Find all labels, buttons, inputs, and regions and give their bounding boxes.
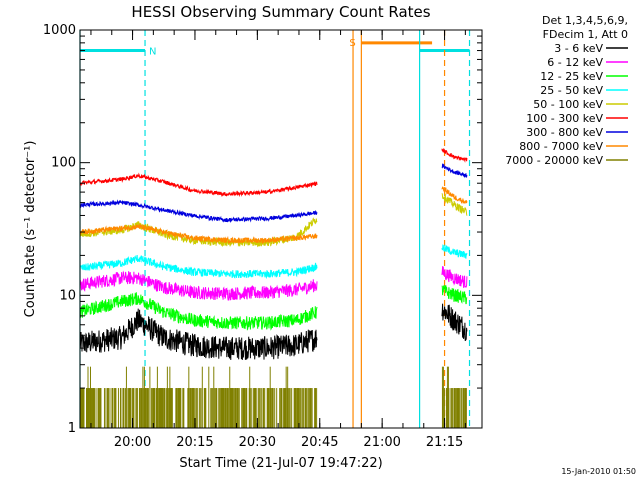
legend-header: FDecim 1, Att 0 (543, 28, 628, 41)
series-line (441, 285, 468, 305)
legend-entry-label: 7000 - 20000 keV (505, 154, 603, 167)
series-line (79, 308, 318, 360)
legend-entry-label: 6 - 12 keV (547, 56, 603, 69)
series-line (441, 303, 468, 341)
timestamp: 15-Jan-2010 01:50 (561, 467, 636, 476)
series-line (79, 270, 318, 301)
legend-header: Det 1,3,4,5,6,9, (542, 14, 628, 27)
saa-flag-label: S (349, 38, 355, 49)
legend-entry-label: 100 - 300 keV (526, 112, 603, 125)
series-line (79, 292, 318, 331)
legend: Det 1,3,4,5,6,9,FDecim 1, Att 03 - 6 keV… (505, 14, 628, 167)
night-flag-label: N (149, 47, 156, 58)
x-tick-label: 21:00 (363, 435, 400, 450)
legend-entry-label: 50 - 100 keV (533, 98, 603, 111)
series-line (79, 172, 318, 198)
plot-frame (79, 29, 483, 429)
x-axis: 20:00 20:15 20:30 20:45 21:00 21:15 (90, 30, 466, 450)
series-line (441, 244, 468, 259)
x-tick-label: 20:30 (239, 435, 276, 450)
series-line (79, 254, 318, 280)
legend-entry-label: 800 - 7000 keV (519, 140, 603, 153)
series-7000-20000-kev (79, 366, 467, 428)
series-6-12-kev (79, 266, 468, 301)
series-800-7000-kev (79, 186, 468, 245)
series-100-300-kev (79, 147, 468, 198)
legend-entry-label: 25 - 50 keV (540, 84, 603, 97)
series-line (441, 266, 468, 288)
series-25-50-kev (79, 244, 468, 280)
series-line (441, 186, 468, 205)
series-line (441, 147, 468, 163)
y-tick-label: 100 (51, 156, 76, 171)
series-line (441, 193, 468, 216)
x-axis-label: Start Time (21-Jul-07 19:47:22) (179, 456, 382, 471)
series-line (79, 222, 318, 245)
y-tick-label: 1 (68, 421, 76, 436)
series-300-800-kev (79, 163, 468, 224)
legend-entry-label: 12 - 25 keV (540, 70, 603, 83)
x-tick-label: 20:00 (114, 435, 151, 450)
legend-entry-label: 3 - 6 keV (554, 42, 603, 55)
y-tick-label: 10 (59, 288, 76, 303)
y-axis: 1 10 100 1000 (43, 23, 482, 436)
series-3-6-kev (79, 303, 468, 360)
series-line (441, 163, 468, 179)
x-tick-label: 21:15 (426, 435, 463, 450)
chart-title: HESSI Observing Summary Count Rates (131, 3, 430, 21)
series-line (79, 199, 318, 224)
y-tick-label: 1000 (43, 23, 76, 38)
plot-area: NS (79, 30, 471, 428)
y-axis-label: Count Rate (s⁻¹ detector⁻¹) (23, 141, 38, 318)
series-line (79, 217, 318, 248)
series-12-25-kev (79, 285, 468, 331)
x-tick-label: 20:15 (176, 435, 213, 450)
legend-entry-label: 300 - 800 keV (526, 126, 603, 139)
x-tick-label: 20:45 (301, 435, 338, 450)
